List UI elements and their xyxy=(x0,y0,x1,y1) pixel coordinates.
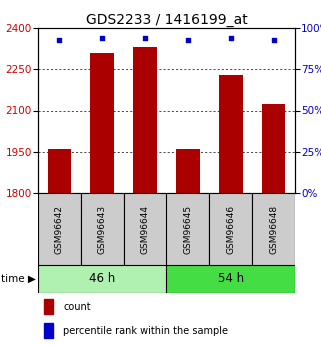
Text: GSM96644: GSM96644 xyxy=(141,205,150,254)
Text: GSM96645: GSM96645 xyxy=(183,205,192,254)
Bar xyxy=(167,193,209,265)
Text: count: count xyxy=(64,302,91,312)
Bar xyxy=(252,193,295,265)
Point xyxy=(271,37,276,42)
Bar xyxy=(91,53,114,193)
Title: GDS2233 / 1416199_at: GDS2233 / 1416199_at xyxy=(86,13,247,27)
Bar xyxy=(38,265,167,293)
Text: percentile rank within the sample: percentile rank within the sample xyxy=(64,325,229,335)
Bar xyxy=(209,193,252,265)
Text: time ▶: time ▶ xyxy=(1,274,36,284)
Point xyxy=(228,35,233,41)
Bar xyxy=(176,149,200,193)
Text: GSM96648: GSM96648 xyxy=(269,205,278,254)
Point xyxy=(100,35,105,41)
Text: GSM96646: GSM96646 xyxy=(226,205,235,254)
Bar xyxy=(48,149,71,193)
Bar xyxy=(219,75,243,193)
Text: GSM96642: GSM96642 xyxy=(55,205,64,254)
Bar xyxy=(262,104,285,193)
Bar xyxy=(44,323,53,338)
Bar xyxy=(167,265,295,293)
Bar xyxy=(44,299,53,314)
Bar xyxy=(81,193,124,265)
Text: 54 h: 54 h xyxy=(218,273,244,286)
Point xyxy=(143,35,148,41)
Text: 46 h: 46 h xyxy=(89,273,115,286)
Text: GSM96643: GSM96643 xyxy=(98,205,107,254)
Point xyxy=(57,37,62,42)
Bar xyxy=(124,193,167,265)
Point xyxy=(185,37,190,42)
Bar xyxy=(38,193,81,265)
Bar xyxy=(133,47,157,193)
